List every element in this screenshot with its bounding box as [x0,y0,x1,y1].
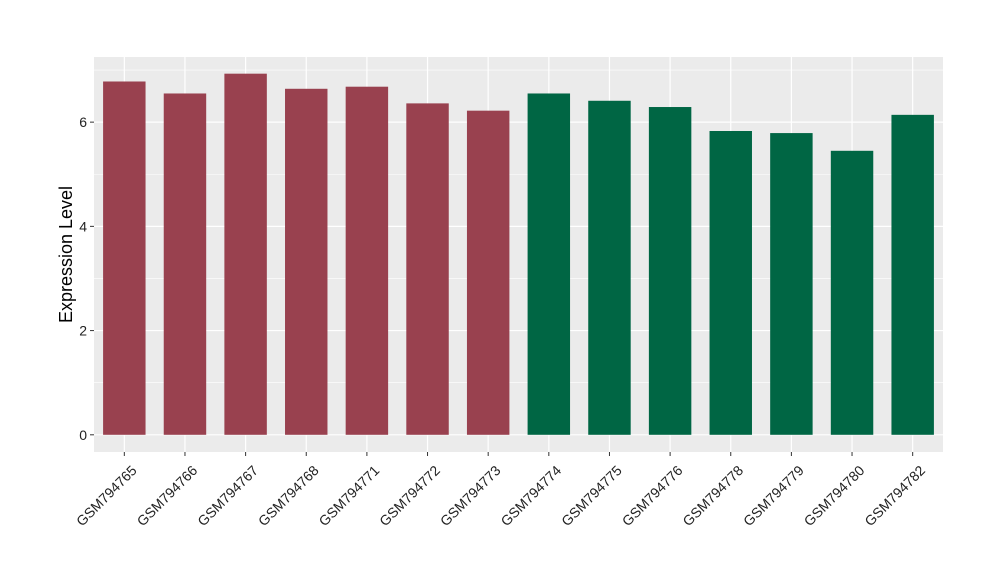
bar-GSM794768 [285,88,328,435]
x-tick-label: GSM794766 [134,462,201,529]
x-tick-label: GSM794771 [315,462,382,529]
y-tick-label: 4 [79,218,87,234]
x-tick-label: GSM794782 [861,462,928,529]
x-tick-label: GSM794767 [194,462,261,529]
x-tick-label: GSM794775 [558,462,625,529]
bar-GSM794782 [891,114,934,435]
x-tick-label: GSM794773 [437,462,504,529]
x-tick-label: GSM794765 [73,462,140,529]
y-tick-label: 2 [79,323,87,339]
x-tick-label: GSM794768 [255,462,322,529]
x-tick-label: GSM794778 [679,462,746,529]
bar-GSM794767 [224,73,267,435]
bar-GSM794774 [527,93,571,435]
x-tick-label: GSM794772 [376,462,443,529]
y-axis-title: Expression Level [56,186,76,323]
bar-GSM794778 [709,130,752,435]
bar-GSM794772 [406,103,449,435]
x-tick-label: GSM794774 [497,462,564,529]
bar-GSM794779 [770,133,813,435]
bar-GSM794775 [588,100,631,435]
bar-GSM794766 [163,93,207,435]
plot-panel [94,57,943,452]
bar-GSM794773 [466,110,510,435]
bar-GSM794776 [648,107,692,435]
bar-GSM794771 [345,86,389,435]
y-tick-label: 0 [79,427,87,443]
bar-GSM794780 [830,150,874,435]
x-tick-label: GSM794776 [619,462,686,529]
bar-GSM794765 [103,81,146,435]
x-tick-label: GSM794779 [740,462,807,529]
y-tick-label: 6 [79,114,87,130]
bars [103,73,934,435]
x-axis: GSM794765GSM794766GSM794767GSM794768GSM7… [73,452,928,529]
x-tick-label: GSM794780 [801,462,868,529]
y-axis: 0 2 4 6 [79,114,94,443]
